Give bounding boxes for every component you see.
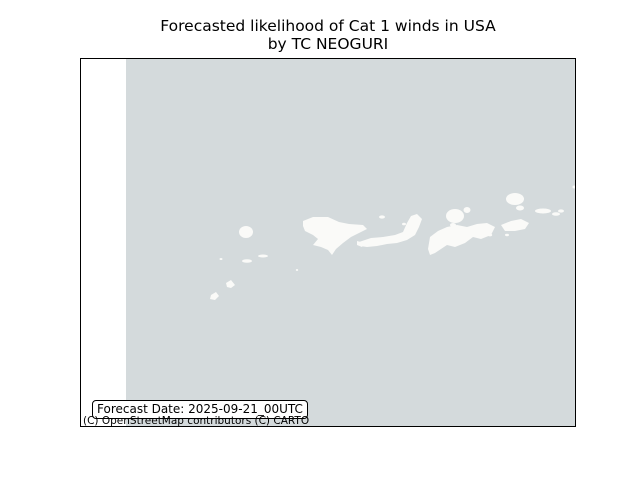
island-east-top-2 [463, 207, 471, 213]
no-tile-area [81, 59, 126, 426]
island-east-top-1 [446, 209, 464, 223]
island-west-dot-3 [258, 254, 268, 258]
island-far-east-4 [535, 208, 551, 214]
island-east-top-3 [450, 223, 456, 227]
island-far-east-5 [552, 212, 560, 216]
island-chain-dot-1 [379, 215, 385, 219]
island-central-large [303, 217, 367, 255]
island-chain-dot-2 [402, 222, 406, 226]
island-far-east-3 [501, 219, 529, 231]
island-far-east-dot [505, 233, 509, 237]
map-panel[interactable]: Forecast Date: 2025-09-21_00UTC (C) Open… [80, 58, 576, 427]
island-west-dot-1 [219, 258, 223, 260]
island-far-east-edge [572, 185, 575, 189]
island-southwest-2 [226, 280, 235, 288]
island-far-east-2 [516, 205, 524, 211]
island-far-east-1 [506, 193, 524, 205]
island-southwest-1 [210, 292, 219, 300]
island-far-east-6 [558, 209, 564, 213]
chart-title-line-1: Forecasted likelihood of Cat 1 winds in … [160, 17, 496, 35]
island-chain-central [359, 214, 422, 247]
chart-title-line-2: by TC NEOGURI [267, 35, 389, 53]
map-canvas [81, 59, 575, 426]
map-attribution: (C) OpenStreetMap contributors (C) CARTO [83, 415, 310, 427]
forecast-date-label: Forecast Date: 2025-09-21_00UTC [92, 400, 308, 419]
island-west-dot-4 [295, 269, 299, 271]
island-west-dot-2 [242, 259, 252, 263]
island-group [210, 185, 575, 300]
island-far-east-dot-2 [487, 233, 493, 237]
island-west-small [239, 226, 253, 238]
island-east-cluster [428, 223, 495, 255]
ocean-area [126, 59, 575, 426]
